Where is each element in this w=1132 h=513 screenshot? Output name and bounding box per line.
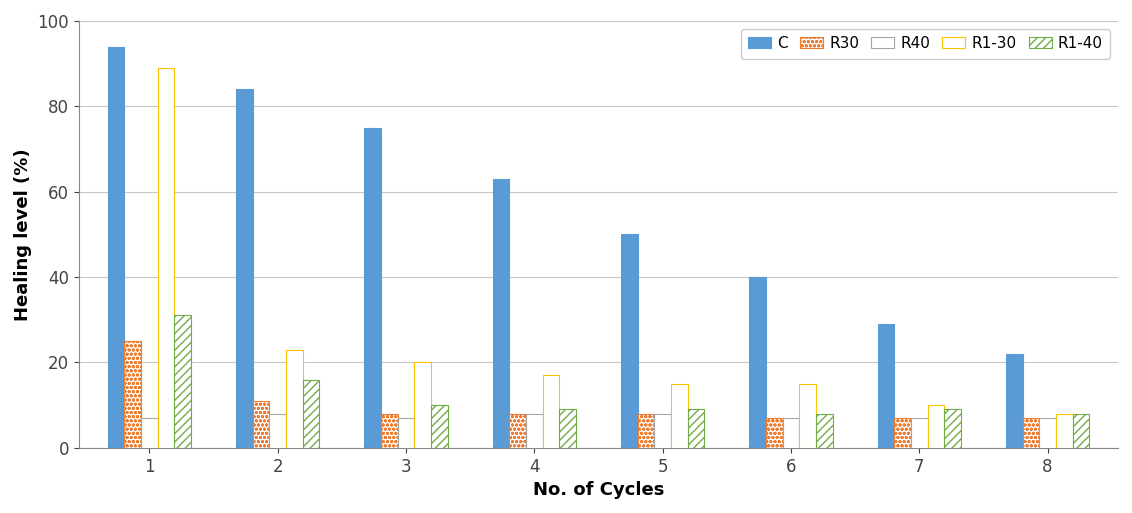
Bar: [365, 128, 381, 448]
Bar: [621, 234, 637, 448]
Bar: [944, 409, 961, 448]
Legend: C, R30, R40, R1-30, R1-40: C, R30, R40, R1-30, R1-40: [740, 29, 1110, 59]
Bar: [252, 401, 269, 448]
Bar: [1006, 354, 1022, 448]
X-axis label: No. of Cycles: No. of Cycles: [533, 481, 664, 499]
Bar: [927, 405, 944, 448]
Bar: [671, 384, 687, 448]
Bar: [1039, 418, 1056, 448]
Bar: [877, 324, 894, 448]
Bar: [142, 418, 157, 448]
Bar: [637, 413, 654, 448]
Bar: [235, 89, 252, 448]
Bar: [381, 413, 397, 448]
Bar: [766, 418, 782, 448]
Bar: [799, 384, 816, 448]
Bar: [108, 47, 125, 448]
Bar: [1072, 413, 1089, 448]
Bar: [174, 315, 191, 448]
Bar: [559, 409, 576, 448]
Bar: [1022, 418, 1039, 448]
Bar: [654, 413, 671, 448]
Bar: [397, 418, 414, 448]
Bar: [286, 350, 302, 448]
Bar: [1056, 413, 1072, 448]
Y-axis label: Healing level (%): Healing level (%): [14, 148, 32, 321]
Bar: [816, 413, 833, 448]
Bar: [542, 375, 559, 448]
Bar: [125, 341, 142, 448]
Bar: [749, 277, 766, 448]
Bar: [492, 179, 509, 448]
Bar: [509, 413, 526, 448]
Bar: [302, 380, 319, 448]
Bar: [782, 418, 799, 448]
Bar: [269, 413, 286, 448]
Bar: [431, 405, 447, 448]
Bar: [687, 409, 704, 448]
Bar: [414, 363, 431, 448]
Bar: [157, 68, 174, 448]
Bar: [894, 418, 911, 448]
Bar: [911, 418, 927, 448]
Bar: [526, 413, 542, 448]
